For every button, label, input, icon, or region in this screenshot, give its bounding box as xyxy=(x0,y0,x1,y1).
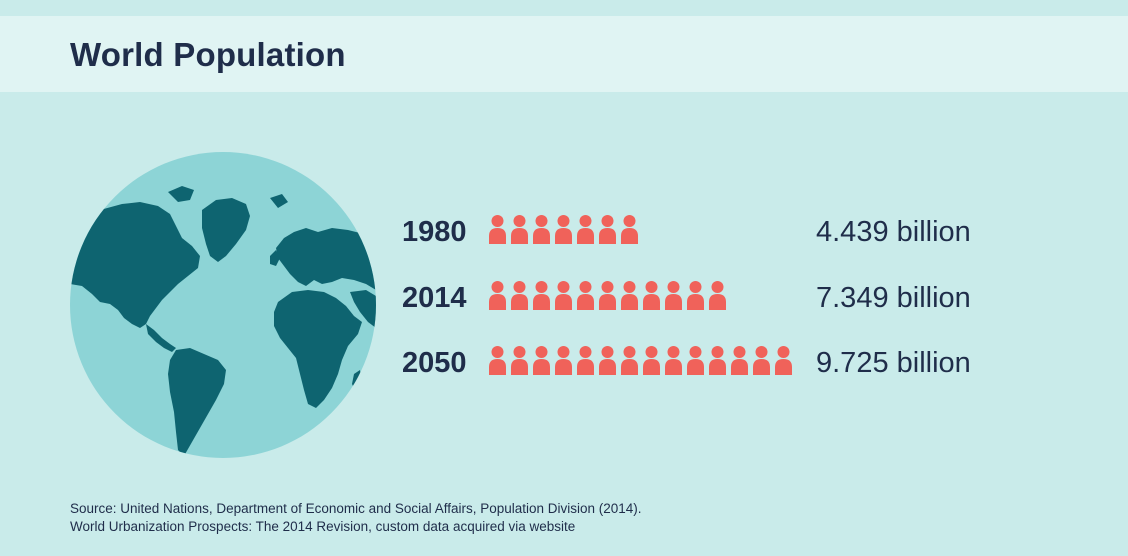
africa xyxy=(274,290,362,408)
globe-icon xyxy=(70,152,376,458)
person-icon xyxy=(642,280,661,310)
north-america xyxy=(70,202,200,328)
person-icon xyxy=(598,280,617,310)
person-icon xyxy=(664,280,683,310)
south-america xyxy=(168,348,226,456)
person-icon xyxy=(510,280,529,310)
person-icon xyxy=(510,214,529,244)
person-icon xyxy=(488,280,507,310)
person-icon xyxy=(598,214,617,244)
person-icon xyxy=(576,345,595,375)
population-value: 9.725 billion xyxy=(816,347,971,379)
person-icon xyxy=(576,214,595,244)
person-icon xyxy=(664,345,683,375)
person-icon xyxy=(532,345,551,375)
person-icon xyxy=(730,345,749,375)
person-icon xyxy=(598,345,617,375)
person-icon xyxy=(620,280,639,310)
person-icon xyxy=(488,214,507,244)
person-icon xyxy=(576,280,595,310)
page-title: World Population xyxy=(70,36,346,73)
central-america xyxy=(146,324,176,352)
source-note: Source: United Nations, Department of Ec… xyxy=(70,500,970,536)
greenland xyxy=(202,198,250,262)
person-icon xyxy=(620,214,639,244)
person-icon xyxy=(642,345,661,375)
person-icon-row xyxy=(488,345,796,379)
person-icon xyxy=(532,214,551,244)
europe-asia xyxy=(276,228,376,290)
person-icon xyxy=(554,214,573,244)
population-value: 7.349 billion xyxy=(816,282,971,314)
top-strip xyxy=(0,0,1128,16)
person-icon xyxy=(554,345,573,375)
person-icon xyxy=(752,345,771,375)
person-icon xyxy=(510,345,529,375)
person-icon xyxy=(532,280,551,310)
population-value: 4.439 billion xyxy=(816,216,971,248)
person-icon xyxy=(554,280,573,310)
source-line-1: Source: United Nations, Department of Ec… xyxy=(70,501,642,516)
year-label: 2014 xyxy=(402,282,467,314)
person-icon xyxy=(774,345,793,375)
person-icon xyxy=(488,345,507,375)
year-label: 1980 xyxy=(402,216,467,248)
person-icon xyxy=(708,280,727,310)
person-icon-row xyxy=(488,214,642,248)
person-icon xyxy=(686,280,705,310)
person-icon xyxy=(686,345,705,375)
source-line-2: World Urbanization Prospects: The 2014 R… xyxy=(70,519,576,534)
header-bar xyxy=(0,16,1128,92)
person-icon xyxy=(620,345,639,375)
person-icon-row xyxy=(488,280,730,314)
person-icon xyxy=(708,345,727,375)
year-label: 2050 xyxy=(402,347,467,379)
